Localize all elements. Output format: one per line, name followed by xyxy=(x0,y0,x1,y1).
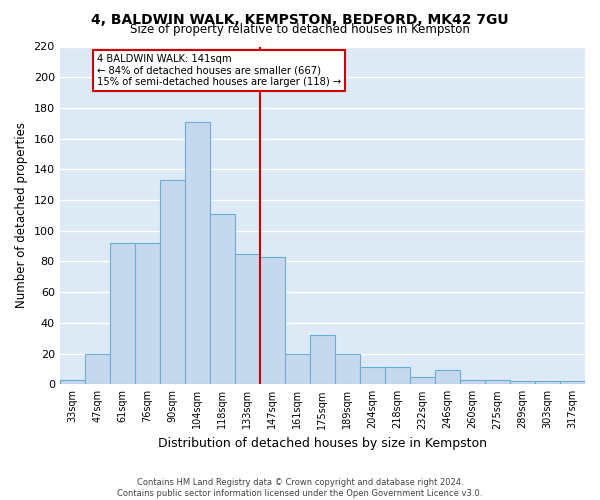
Bar xyxy=(535,381,560,384)
Bar xyxy=(385,368,410,384)
Bar xyxy=(235,254,260,384)
Bar xyxy=(310,335,335,384)
Bar xyxy=(510,381,535,384)
Bar xyxy=(485,380,510,384)
Bar xyxy=(85,354,110,384)
X-axis label: Distribution of detached houses by size in Kempston: Distribution of detached houses by size … xyxy=(158,437,487,450)
Y-axis label: Number of detached properties: Number of detached properties xyxy=(15,122,28,308)
Bar xyxy=(135,243,160,384)
Text: Contains HM Land Registry data © Crown copyright and database right 2024.
Contai: Contains HM Land Registry data © Crown c… xyxy=(118,478,482,498)
Text: 4, BALDWIN WALK, KEMPSTON, BEDFORD, MK42 7GU: 4, BALDWIN WALK, KEMPSTON, BEDFORD, MK42… xyxy=(91,12,509,26)
Bar xyxy=(410,376,435,384)
Bar xyxy=(260,257,285,384)
Bar xyxy=(360,368,385,384)
Bar xyxy=(560,381,585,384)
Bar xyxy=(59,380,85,384)
Bar xyxy=(460,380,485,384)
Bar xyxy=(435,370,460,384)
Text: Size of property relative to detached houses in Kempston: Size of property relative to detached ho… xyxy=(130,22,470,36)
Bar xyxy=(210,214,235,384)
Text: 4 BALDWIN WALK: 141sqm
← 84% of detached houses are smaller (667)
15% of semi-de: 4 BALDWIN WALK: 141sqm ← 84% of detached… xyxy=(97,54,341,88)
Bar xyxy=(160,180,185,384)
Bar xyxy=(110,243,135,384)
Bar xyxy=(285,354,310,384)
Bar xyxy=(335,354,360,384)
Bar xyxy=(185,122,210,384)
